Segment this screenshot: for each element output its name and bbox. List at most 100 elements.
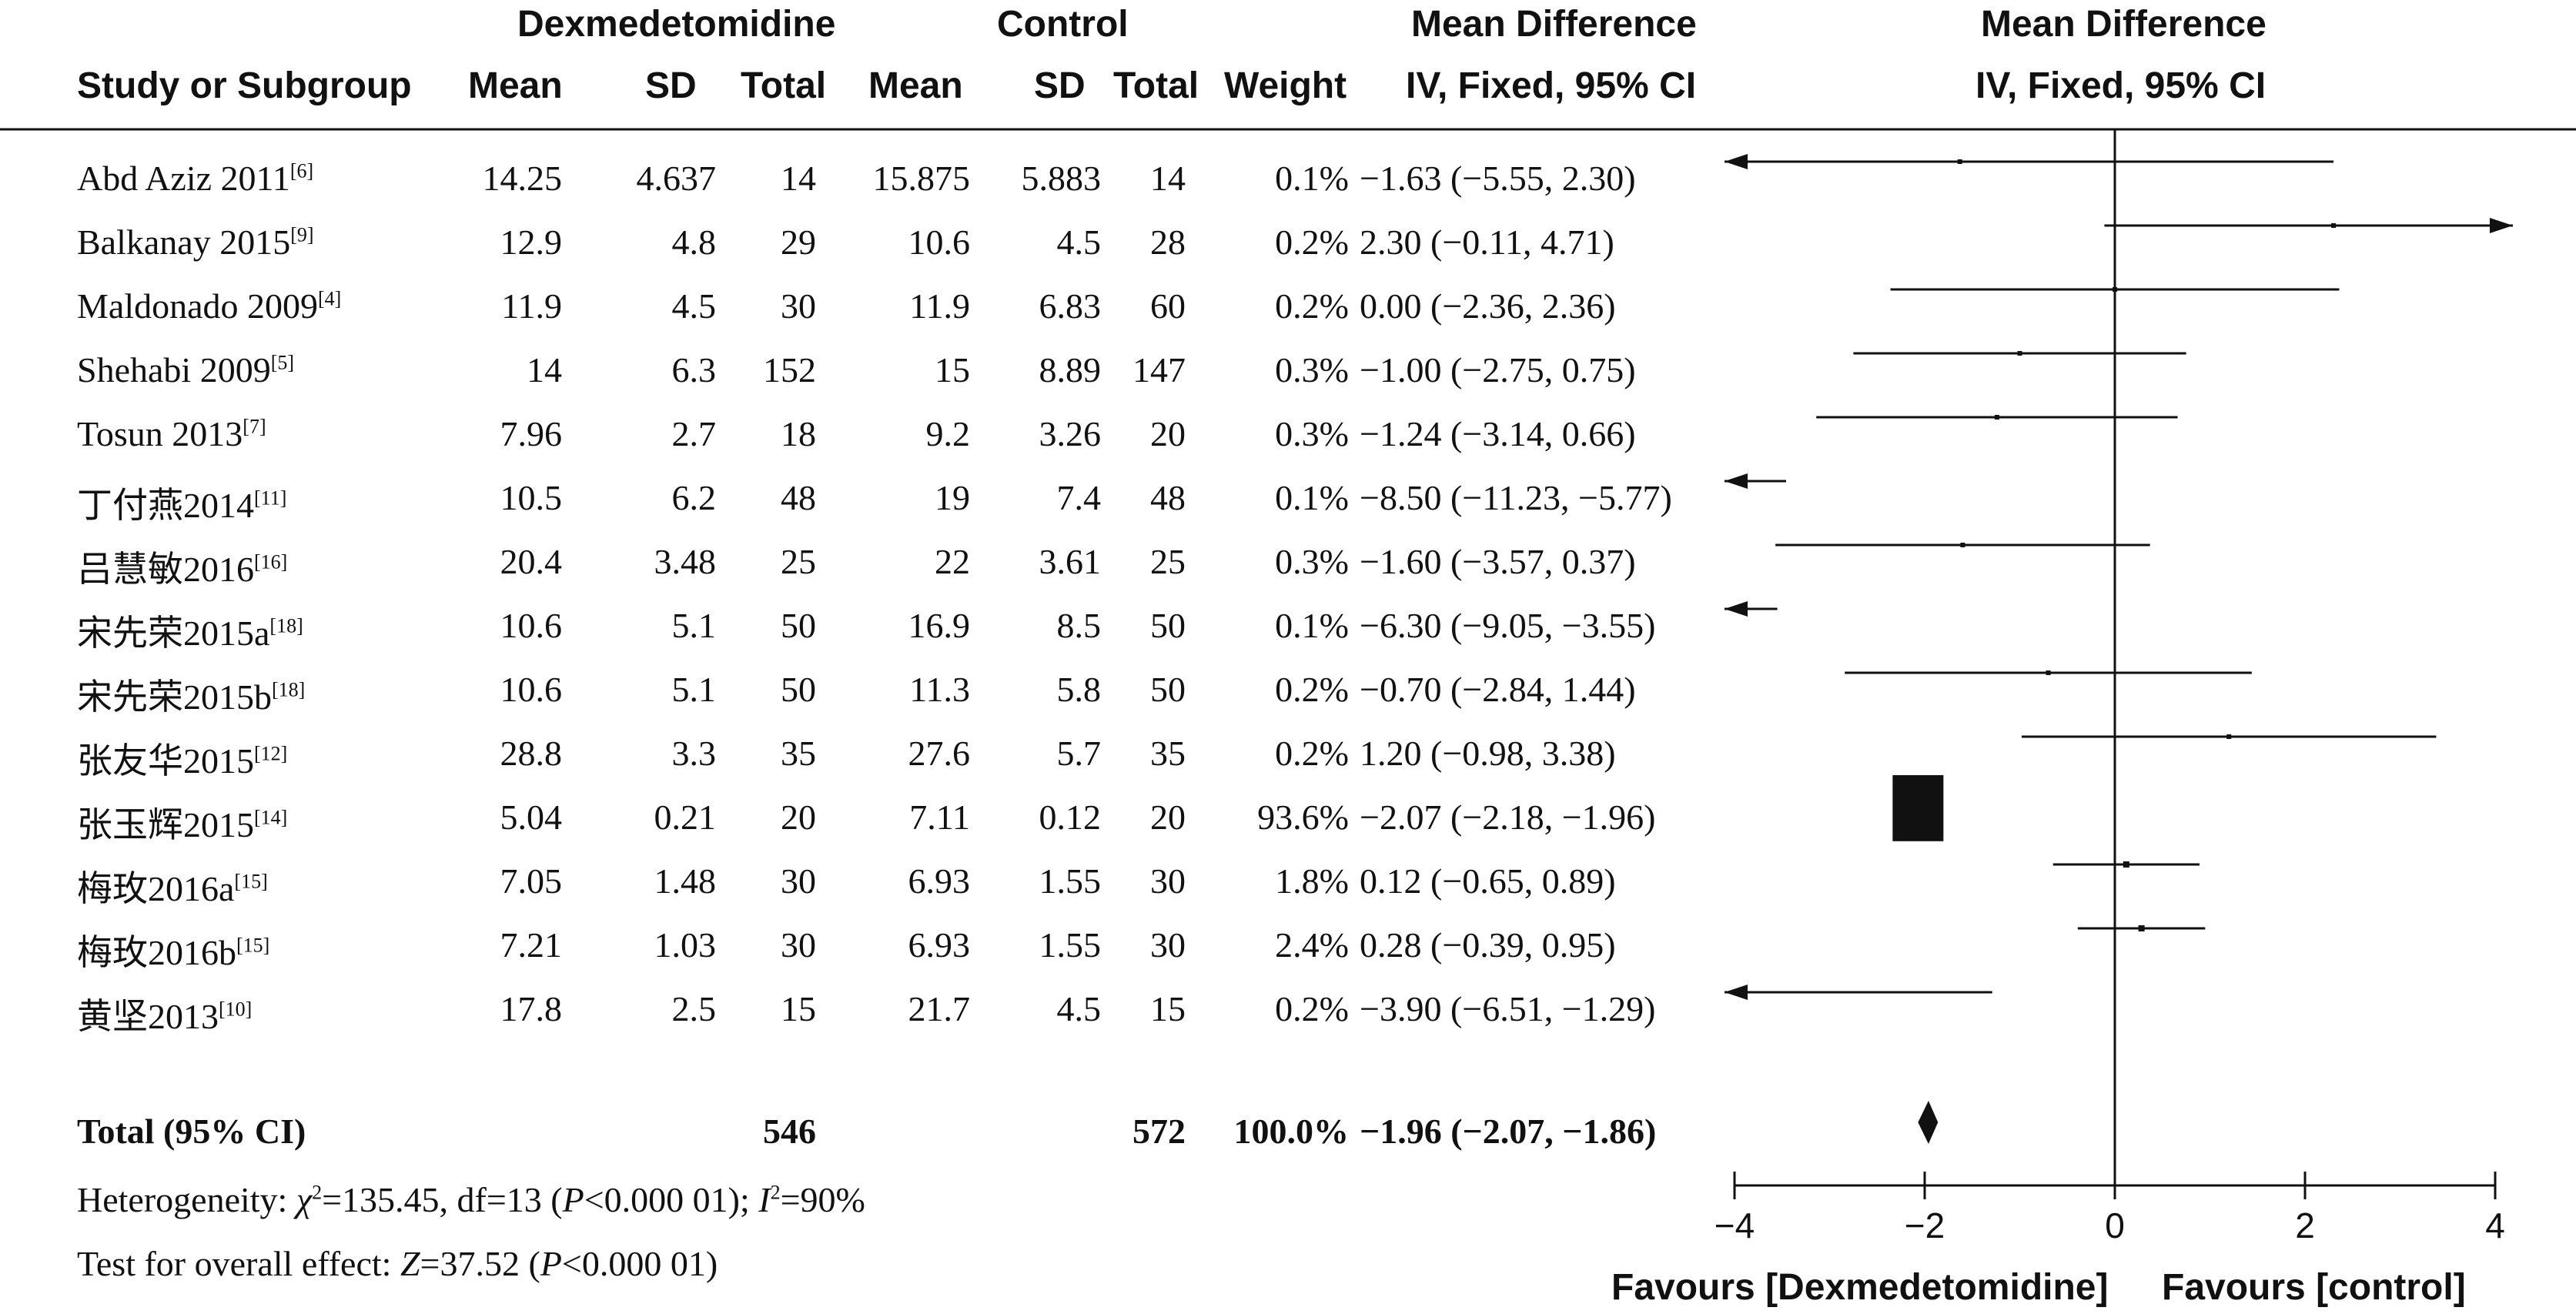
sd1-cell: 1.03 [654, 925, 717, 965]
n1-cell: 50 [781, 606, 816, 645]
n2-cell: 14 [1150, 159, 1186, 198]
ci-cell: 0.00 (−2.36, 2.36) [1360, 286, 1616, 326]
sd1-cell: 5.1 [671, 670, 717, 709]
mean1-cell: 10.5 [500, 478, 563, 517]
sd1-cell: 6.3 [671, 350, 717, 390]
mean2-cell: 11.3 [909, 670, 970, 709]
ci-arrow-left [1725, 601, 1748, 617]
mean1-cell: 12.9 [500, 222, 563, 262]
mean2-cell: 16.9 [908, 606, 971, 645]
total1-header: Total [741, 65, 827, 106]
study-name: 梅玫2016b[15] [77, 933, 270, 972]
n1-cell: 18 [781, 414, 816, 453]
pooled-diamond [1918, 1101, 1939, 1144]
sd1-cell: 3.48 [654, 542, 717, 581]
mean2-cell: 6.93 [908, 861, 971, 901]
n1-cell: 29 [781, 222, 816, 262]
weight-cell: 0.2% [1275, 286, 1349, 326]
sd1-cell: 0.21 [654, 797, 717, 837]
sd1-cell: 4.5 [671, 286, 717, 326]
ci-cell: −0.70 (−2.84, 1.44) [1360, 670, 1636, 709]
sd2-cell: 8.5 [1056, 606, 1102, 645]
sd2-cell: 1.55 [1039, 861, 1102, 901]
weight-cell: 0.2% [1275, 670, 1349, 709]
n1-cell: 30 [781, 286, 816, 326]
n2-cell: 50 [1150, 606, 1186, 645]
n1-cell: 30 [781, 861, 816, 901]
sd2-cell: 4.5 [1056, 222, 1102, 262]
plot-header: Mean Difference [1981, 4, 2267, 45]
study-name: 丁付燕2014[11] [77, 486, 287, 525]
n1-cell: 14 [781, 159, 816, 198]
sd1-cell: 1.48 [654, 861, 717, 901]
ci-cell: −3.90 (−6.51, −1.29) [1360, 989, 1656, 1028]
weight-header: Weight [1224, 65, 1347, 106]
point-estimate [2123, 861, 2129, 868]
study-name: 张玉辉2015[14] [77, 805, 288, 844]
study-name: Maldonado 2009[4] [77, 286, 342, 326]
ci-arrow-left [1725, 473, 1748, 489]
weight-cell: 0.3% [1275, 350, 1349, 390]
mean1-header: Mean [468, 65, 563, 106]
weight-cell: 0.3% [1275, 414, 1349, 453]
mean2-cell: 19 [935, 478, 970, 517]
sd2-cell: 1.55 [1039, 925, 1102, 965]
weight-cell: 93.6% [1257, 797, 1349, 837]
weight-cell: 1.8% [1275, 861, 1349, 901]
group1-header: Dexmedetomidine [517, 4, 836, 45]
ci-cell: −1.00 (−2.75, 0.75) [1360, 350, 1636, 390]
weight-cell: 0.2% [1275, 734, 1349, 773]
x-tick-label: 0 [2105, 1205, 2125, 1245]
x-tick-label: −2 [1905, 1205, 1945, 1245]
mean1-cell: 14 [527, 350, 562, 390]
sd2-cell: 5.7 [1056, 734, 1102, 773]
ci-cell: −6.30 (−9.05, −3.55) [1360, 606, 1656, 645]
n1-cell: 152 [763, 350, 816, 390]
overall-effect-text: Test for overall effect: Z=37.52 (P<0.00… [77, 1244, 718, 1283]
point-estimate [2226, 734, 2232, 739]
study-name: 吕慧敏2016[16] [77, 550, 288, 589]
sd1-cell: 5.1 [671, 606, 717, 645]
ci-arrow-right [2490, 218, 2513, 233]
weight-cell: 0.1% [1275, 478, 1349, 517]
sd2-header: SD [1034, 65, 1086, 106]
n2-cell: 35 [1150, 734, 1186, 773]
mean1-cell: 28.8 [500, 734, 563, 773]
x-tick-label: 2 [2295, 1205, 2315, 1245]
sd2-cell: 5.8 [1056, 670, 1102, 709]
mean1-cell: 7.05 [500, 861, 563, 901]
mean2-cell: 7.11 [909, 797, 970, 837]
study-name: 黄坚2013[10] [77, 997, 253, 1036]
mean2-cell: 6.93 [908, 925, 971, 965]
plot-method-header: IV, Fixed, 95% CI [1975, 65, 2267, 106]
sd1-cell: 2.7 [671, 414, 717, 453]
sd1-cell: 3.3 [671, 734, 717, 773]
sd2-cell: 7.4 [1056, 478, 1102, 517]
favours-right-label: Favours [control] [2162, 1267, 2466, 1308]
sd2-cell: 5.883 [1021, 159, 1102, 198]
sd2-cell: 3.26 [1039, 414, 1102, 453]
n1-cell: 15 [781, 989, 816, 1028]
n1-cell: 30 [781, 925, 816, 965]
ci-arrow-left [1725, 985, 1748, 1000]
point-estimate [2046, 670, 2051, 675]
mean1-cell: 7.96 [500, 414, 563, 453]
x-tick-label: −4 [1715, 1205, 1755, 1245]
study-name: Shehabi 2009[5] [77, 350, 295, 390]
n2-cell: 48 [1150, 478, 1186, 517]
n2-cell: 25 [1150, 542, 1186, 581]
sd2-cell: 6.83 [1039, 286, 1102, 326]
point-estimate [2331, 223, 2337, 228]
ci-cell: −1.60 (−3.57, 0.37) [1360, 542, 1636, 581]
n2-cell: 30 [1150, 925, 1186, 965]
mean1-cell: 17.8 [500, 989, 563, 1028]
n1-cell: 48 [781, 478, 816, 517]
n2-cell: 20 [1150, 797, 1186, 837]
n2-cell: 30 [1150, 861, 1186, 901]
total-n2: 572 [1132, 1112, 1186, 1151]
study-name: Tosun 2013[7] [77, 414, 266, 453]
sd1-cell: 6.2 [671, 478, 717, 517]
weight-cell: 0.2% [1275, 222, 1349, 262]
point-estimate [2113, 287, 2117, 292]
n2-cell: 15 [1150, 989, 1186, 1028]
